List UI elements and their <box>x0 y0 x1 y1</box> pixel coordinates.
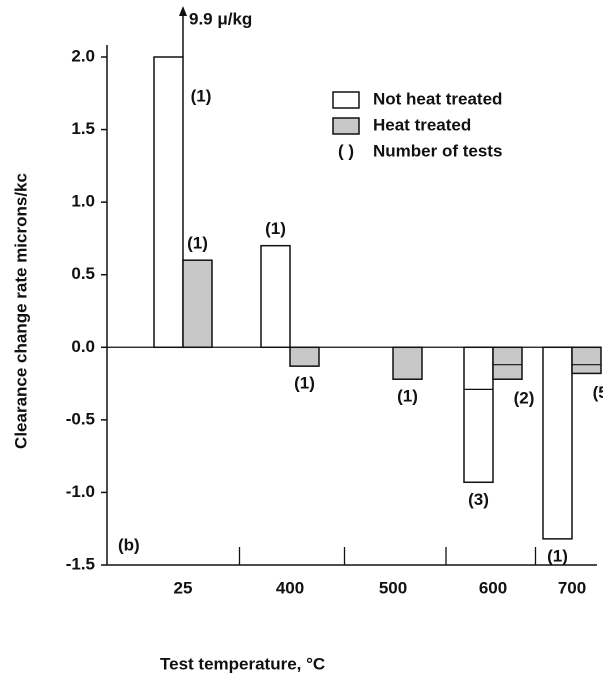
y-tick-label: -0.5 <box>66 409 95 428</box>
bar <box>492 346 523 380</box>
x-axis-title: Test temperature, °C <box>160 654 325 673</box>
legend-swatch <box>332 117 360 135</box>
legend-label: Heat treated <box>373 115 471 134</box>
y-tick-label: -1.0 <box>66 482 95 501</box>
bar <box>153 56 184 349</box>
y-tick-label: -1.5 <box>66 554 95 573</box>
x-tick-label: 400 <box>276 578 304 597</box>
test-count-label: (1) <box>191 86 212 105</box>
test-count-label: (2) <box>514 389 535 408</box>
bar <box>392 346 423 380</box>
test-count-label: (1) <box>397 387 418 406</box>
legend-label: Number of tests <box>373 141 502 160</box>
panel-label: (b) <box>118 535 140 554</box>
legend-label: Not heat treated <box>373 89 502 108</box>
y-tick-label: 0.0 <box>71 337 95 356</box>
test-count-label: (1) <box>265 219 286 238</box>
x-tick-label: 500 <box>379 578 407 597</box>
y-tick-label: 1.5 <box>71 119 95 138</box>
y-axis-title: Clearance change rate microns/kc <box>11 173 30 449</box>
test-count-label: (1) <box>187 234 208 253</box>
x-tick-label: 700 <box>558 578 586 597</box>
y-tick-label: 2.0 <box>71 46 95 65</box>
arrow-head <box>179 6 187 16</box>
test-count-label: (3) <box>468 490 489 509</box>
bar <box>182 259 213 349</box>
legend-symbol: ( ) <box>338 141 354 160</box>
y-tick-label: 1.0 <box>71 192 95 211</box>
value-label: 9.9 μ/kg <box>189 9 252 28</box>
test-count-label: (1) <box>547 546 568 565</box>
y-tick-label: 0.5 <box>71 264 95 283</box>
test-count-label: (1) <box>294 374 315 393</box>
x-tick-label: 600 <box>479 578 507 597</box>
bar <box>260 244 291 349</box>
bar <box>289 346 320 367</box>
test-count-label: (5) <box>593 383 603 402</box>
bar <box>542 346 573 540</box>
bar <box>463 346 494 484</box>
x-tick-label: 25 <box>174 578 193 597</box>
bar <box>571 346 602 375</box>
legend-swatch <box>332 91 360 109</box>
